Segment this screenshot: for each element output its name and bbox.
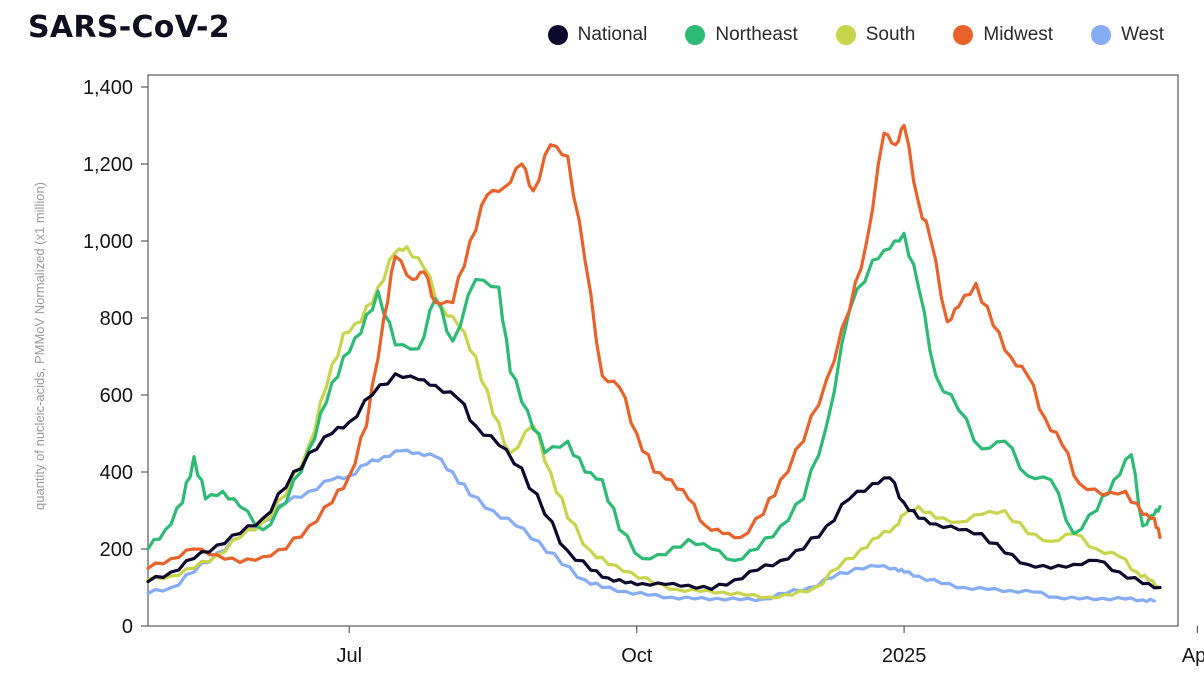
legend: National Northeast South Midwest West	[510, 24, 1164, 46]
legend-dot-midwest	[953, 25, 974, 45]
x-tick-label: Apr	[1182, 645, 1204, 667]
legend-dot-west	[1091, 25, 1112, 45]
legend-item-northeast[interactable]: Northeast	[685, 24, 798, 46]
legend-label-west: West	[1121, 24, 1164, 45]
legend-label-northeast: Northeast	[715, 24, 798, 45]
y-axis-label: quantity of nucleic-acids, PMMoV Normali…	[32, 182, 47, 510]
chart-title: SARS-CoV-2	[28, 10, 230, 45]
series-layer	[146, 123, 1162, 604]
series-line-west[interactable]	[146, 448, 1156, 604]
y-tick-label: 600	[100, 385, 133, 407]
y-tick-label: 1,400	[83, 77, 133, 99]
y-tick-label: 1,200	[83, 154, 133, 176]
x-tick-label: Jul	[336, 645, 362, 667]
y-tick-label: 800	[100, 308, 133, 330]
plot-frame	[147, 74, 1179, 627]
series-line-south[interactable]	[146, 245, 1162, 600]
legend-label-south: South	[865, 24, 916, 45]
legend-label-national: National	[577, 24, 648, 45]
series-line-northeast[interactable]	[146, 231, 1162, 563]
legend-item-west[interactable]: West	[1091, 24, 1164, 46]
y-tick-label: 400	[100, 462, 133, 484]
axes: 0 200 400 600 800 1,000 1,200 1,400 Jul Oct 2025 Ap…	[83, 74, 1204, 667]
x-tick-label: 2025	[882, 645, 927, 667]
legend-dot-northeast	[685, 25, 706, 45]
series-line-national[interactable]	[146, 372, 1162, 591]
legend-item-national[interactable]: National	[547, 24, 648, 46]
legend-dot-south	[835, 25, 856, 45]
legend-label-midwest: Midwest	[983, 24, 1054, 45]
series-line-midwest[interactable]	[146, 123, 1162, 570]
y-tick-label: 200	[100, 539, 133, 561]
y-tick-label: 0	[122, 616, 133, 638]
legend-item-midwest[interactable]: Midwest	[953, 24, 1053, 46]
legend-item-south[interactable]: South	[835, 24, 916, 46]
y-axis-label-group: quantity of nucleic-acids, PMMoV Normali…	[32, 182, 47, 510]
x-tick-label: Oct	[621, 645, 653, 667]
legend-dot-national	[547, 25, 568, 45]
y-tick-label: 1,000	[83, 231, 133, 253]
